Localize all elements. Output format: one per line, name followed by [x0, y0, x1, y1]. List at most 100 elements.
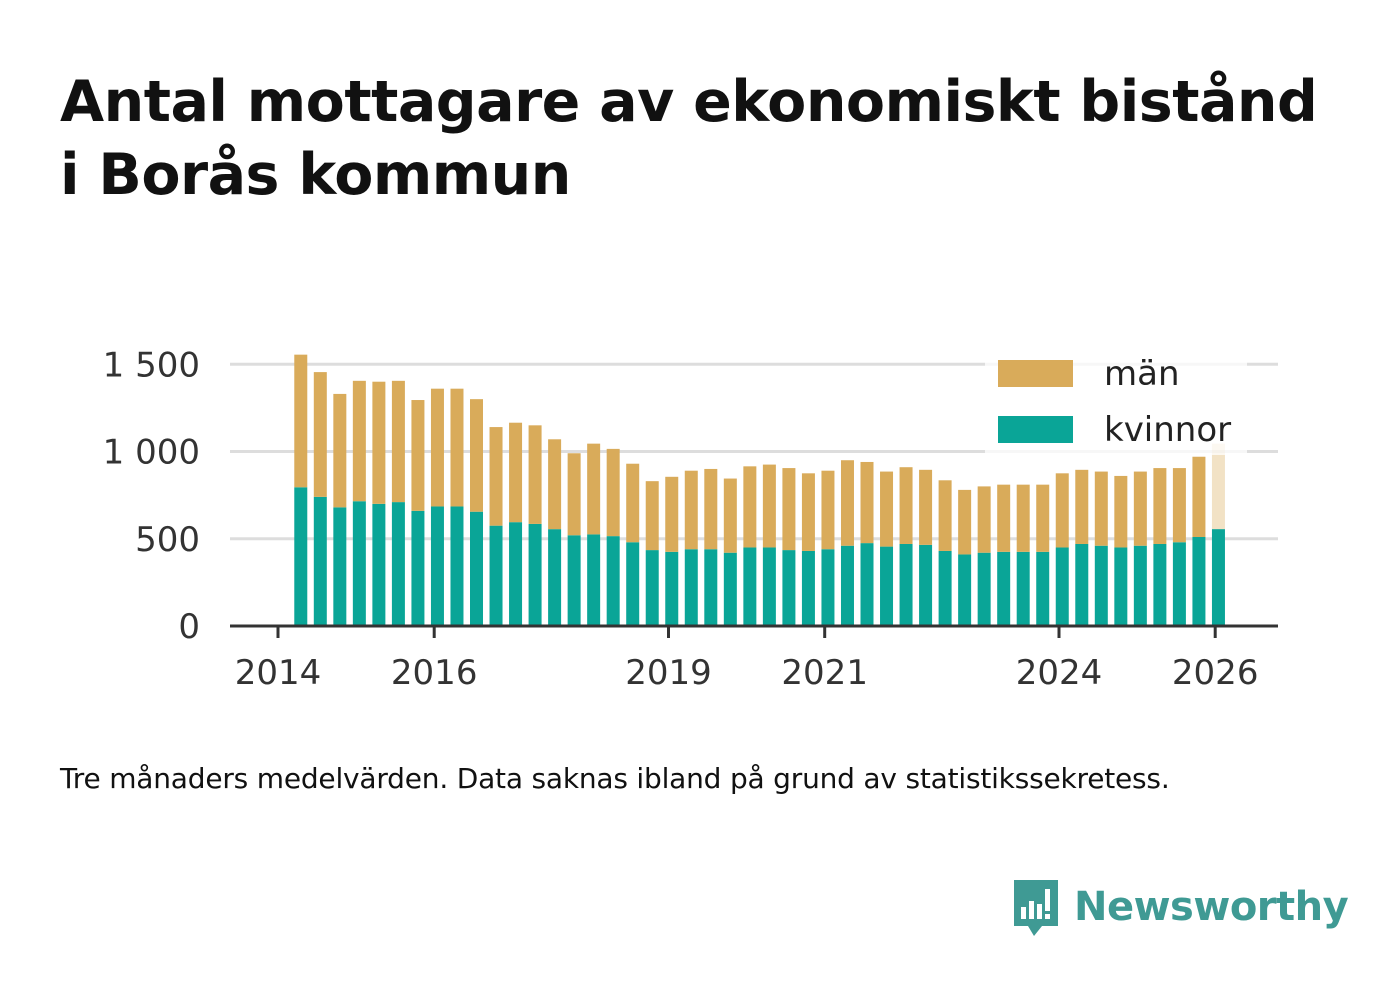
bar-kvinnor	[430, 506, 444, 626]
legend-swatch	[998, 360, 1073, 387]
bar-kvinnor	[391, 502, 405, 626]
bar-man	[684, 470, 698, 550]
bar-man	[606, 448, 620, 537]
bar-series	[294, 354, 1225, 626]
bar-man	[821, 470, 835, 550]
bar-man	[645, 481, 659, 551]
bar-kvinnor	[1055, 547, 1069, 626]
bar-kvinnor	[782, 550, 796, 626]
bar-kvinnor	[958, 554, 972, 626]
x-tick-label: 2019	[625, 653, 712, 693]
bar-man	[704, 468, 718, 550]
bar-man	[587, 443, 601, 535]
bar-man	[528, 425, 542, 524]
bar-kvinnor	[1192, 537, 1206, 626]
bar-kvinnor	[333, 507, 347, 626]
bar-man	[723, 478, 737, 553]
brand-logo: Newsworthy	[1010, 876, 1349, 938]
bar-kvinnor	[1036, 551, 1050, 626]
bar-man	[1016, 484, 1030, 552]
x-tick-label: 2026	[1172, 653, 1259, 693]
bar-kvinnor	[548, 529, 562, 626]
bar-man	[977, 486, 991, 553]
bar-kvinnor	[801, 550, 815, 626]
bar-man	[958, 489, 972, 555]
bar-kvinnor	[1094, 545, 1108, 626]
bar-man	[840, 460, 854, 546]
bar-man	[782, 468, 796, 551]
bar-kvinnor	[352, 501, 366, 626]
bar-kvinnor	[743, 547, 757, 626]
y-tick-label: 1 500	[103, 345, 200, 385]
bar-man	[548, 439, 562, 530]
bar-man	[1133, 471, 1147, 546]
bar-kvinnor	[1153, 543, 1167, 626]
y-tick-label: 500	[135, 520, 200, 560]
bar-man	[801, 473, 815, 551]
bar-kvinnor	[997, 551, 1011, 626]
axes: 0 500 1 000 1 500 2014 2016 2019 2021 2024 2026	[103, 345, 1278, 693]
bar-kvinnor	[684, 549, 698, 626]
chart-title: Antal mottagare av ekonomiskt bistånd i …	[60, 66, 1350, 212]
bar-man	[860, 461, 874, 544]
bar-kvinnor	[899, 543, 913, 626]
bar-man	[743, 466, 757, 548]
bar-kvinnor	[860, 543, 874, 626]
bar-man	[1055, 473, 1069, 548]
bar-man	[1172, 468, 1186, 543]
bar-kvinnor	[665, 551, 679, 626]
newsworthy-logo-icon	[1014, 880, 1058, 936]
x-tick-label: 2014	[235, 653, 322, 693]
bar-man	[1211, 443, 1225, 530]
bar-man	[313, 372, 327, 497]
bar-man	[294, 354, 308, 488]
bar-man	[880, 471, 894, 547]
bar-man	[470, 399, 484, 512]
bar-man	[1075, 469, 1089, 544]
bar-man	[352, 380, 366, 502]
legend-label: kvinnor	[1104, 410, 1231, 450]
bar-kvinnor	[1075, 543, 1089, 626]
bar-man	[391, 380, 405, 503]
bar-kvinnor	[880, 546, 894, 626]
bar-kvinnor	[1016, 551, 1030, 626]
bar-kvinnor	[821, 549, 835, 626]
bar-man	[1153, 468, 1167, 544]
bar-kvinnor	[372, 503, 386, 626]
bar-man	[411, 400, 425, 511]
bar-kvinnor	[704, 549, 718, 626]
legend: män kvinnor	[985, 345, 1247, 455]
bar-man	[665, 476, 679, 552]
bar-kvinnor	[470, 511, 484, 626]
brand-name: Newsworthy	[1074, 884, 1349, 930]
bar-man	[1114, 475, 1128, 548]
bar-man	[1192, 456, 1206, 538]
bar-kvinnor	[313, 496, 327, 626]
bar-kvinnor	[509, 522, 523, 626]
bar-kvinnor	[1133, 545, 1147, 626]
bar-man	[567, 453, 581, 536]
bar-kvinnor	[626, 542, 640, 626]
bar-kvinnor	[450, 506, 464, 626]
y-tick-label: 1 000	[103, 433, 200, 473]
bar-man	[997, 484, 1011, 552]
legend-swatch	[998, 416, 1073, 443]
x-tick-label: 2024	[1016, 653, 1103, 693]
bar-chart: 0 500 1 000 1 500 2014 2016 2019 2021 2024 2026 m…	[103, 345, 1278, 693]
bar-kvinnor	[528, 523, 542, 626]
bar-kvinnor	[587, 534, 601, 626]
bar-man	[938, 480, 952, 551]
bar-kvinnor	[411, 510, 425, 626]
bar-man	[919, 469, 933, 545]
bar-kvinnor	[1172, 542, 1186, 626]
bar-kvinnor	[977, 552, 991, 626]
bar-man	[1094, 471, 1108, 546]
bar-kvinnor	[762, 547, 776, 626]
chart-title-line-2: i Borås kommun	[60, 142, 571, 208]
bar-man	[430, 388, 444, 507]
bar-kvinnor	[294, 487, 308, 626]
bar-kvinnor	[645, 550, 659, 626]
bar-kvinnor	[606, 536, 620, 626]
bar-man	[1036, 484, 1050, 552]
chart-title-line-1: Antal mottagare av ekonomiskt bistånd	[60, 69, 1318, 135]
